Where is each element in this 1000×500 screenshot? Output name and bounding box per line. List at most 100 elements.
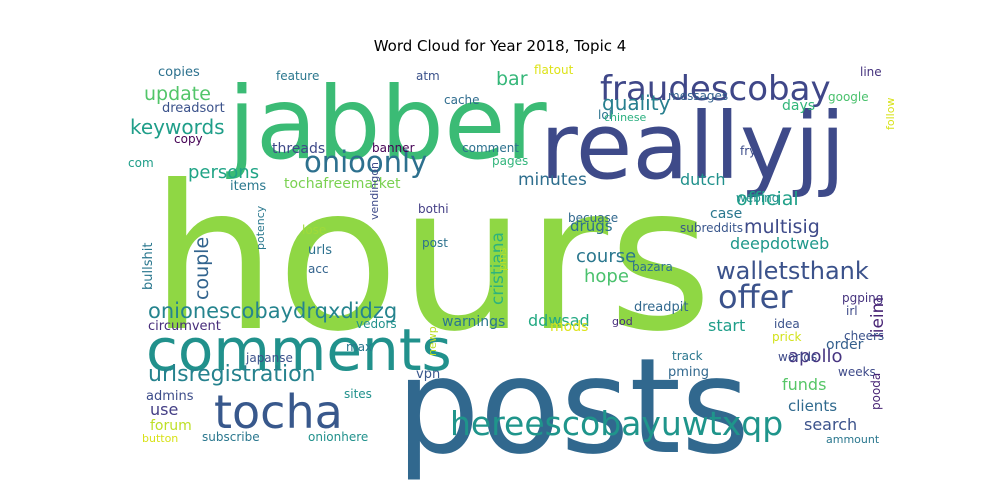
word-dreadsort: dreadsort — [162, 101, 225, 116]
word-lieim: lieim — [868, 297, 888, 338]
word-jabber: jabber — [226, 65, 548, 182]
word-funds: funds — [782, 375, 826, 394]
word-com: com — [128, 156, 154, 170]
word-cristiana: cristiana — [488, 232, 508, 305]
word-tocha: tocha — [214, 385, 343, 439]
word-onionescobaydrqxdidzg: onionescobaydrqxdidzg — [148, 299, 397, 323]
word-walletsthank: walletsthank — [716, 257, 869, 285]
word-admins: admins — [146, 389, 194, 404]
word-circumvent: circumvent — [148, 319, 221, 334]
word-hope: hope — [584, 266, 629, 287]
word-dutch: dutch — [680, 170, 726, 189]
word-atm: atm — [416, 69, 440, 83]
word-official: official — [736, 188, 799, 210]
word-multisig: multisig — [744, 216, 820, 238]
word-messages: messages — [668, 89, 728, 103]
word-pooda: pooda — [869, 373, 883, 410]
word-feature: feature — [276, 69, 319, 83]
word-vedors: vedors — [356, 317, 397, 331]
word-search: search — [804, 415, 857, 434]
word-follow: follow — [884, 98, 897, 130]
word-sites: sites — [344, 387, 372, 401]
word-god: god — [612, 315, 633, 328]
word-pages: pages — [492, 154, 528, 168]
word-urls: urls — [308, 243, 332, 258]
word-vpn: vpn — [416, 367, 440, 382]
word-google: google — [828, 90, 869, 104]
word-pms: pms — [496, 247, 509, 271]
word-apollo: apollo — [788, 346, 842, 367]
word-post: post — [422, 236, 448, 250]
word-ddwsad: ddwsad — [528, 311, 590, 330]
word-comments: comments — [146, 316, 452, 384]
word-course: course — [576, 246, 636, 267]
word-copy: copy — [174, 132, 203, 146]
word-keywords: keywords — [130, 115, 225, 139]
word-hours: hours — [150, 143, 712, 376]
word-tochafreemarket: tochafreemarket — [284, 176, 401, 192]
word-prick: prick — [772, 330, 801, 344]
word-posts: posts — [396, 330, 750, 484]
word-onioonly: onioonly — [304, 145, 427, 179]
word-worlds: worlds — [778, 350, 817, 364]
word-fry: fry — [740, 144, 756, 158]
word-irl: irl — [846, 304, 858, 318]
word-bothi: bothi — [418, 202, 449, 216]
word-couple: couple — [191, 237, 213, 300]
word-case: case — [710, 206, 742, 222]
word-offer: offer — [718, 278, 793, 316]
word-use: use — [150, 400, 178, 419]
word-minutes: minutes — [518, 170, 587, 190]
word-dreadpit: dreadpit — [634, 300, 689, 315]
word-chinese: chinese — [604, 111, 647, 124]
word-track: track — [672, 349, 703, 363]
word-potency: potency — [254, 205, 267, 250]
word-pgping: pgping — [842, 291, 883, 305]
word-urlsregistration: urlsregistration — [148, 362, 316, 387]
word-idea: idea — [774, 317, 800, 331]
word-order: order — [826, 337, 864, 353]
word-warnings: warnings — [442, 314, 505, 330]
word-button: button — [142, 432, 178, 445]
word-persons: persons — [188, 162, 259, 183]
word-reallyjj: reallyjj — [540, 93, 845, 200]
word-vendingon: vendingon — [368, 162, 381, 220]
word-clients: clients — [788, 397, 837, 415]
word-days: days — [782, 98, 815, 114]
word-bazara: bazara — [632, 260, 673, 274]
word-max: max — [346, 340, 372, 354]
chart-title: Word Cloud for Year 2018, Topic 4 — [373, 37, 627, 55]
word-forum: forum — [150, 418, 192, 434]
word-drugs: drugs — [570, 217, 613, 235]
word-bar: bar — [496, 68, 528, 90]
word-becuase: becuase — [568, 211, 618, 225]
word-newp: newp — [426, 326, 439, 356]
word-threads: threads — [272, 141, 325, 157]
word-hereescobayuwtxqp: hereescobayuwtxqp — [450, 404, 783, 443]
word-bullshit: bullshit — [141, 243, 156, 290]
word-items: items — [230, 179, 266, 194]
word-quality: quality — [602, 91, 671, 115]
word-line: line — [860, 65, 882, 79]
word-update: update — [144, 83, 211, 105]
word-lose: lose — [302, 223, 326, 237]
word-pming: pming — [668, 365, 709, 380]
word-banner: banner — [372, 141, 415, 155]
word-comment: comment — [462, 141, 519, 155]
word-mods: mods — [550, 319, 588, 335]
word-copies: copies — [158, 65, 200, 80]
word-cache: cache — [444, 93, 480, 107]
word-flatout: flatout — [534, 63, 574, 77]
word-japanse: japanse — [245, 351, 293, 365]
word-subscribe: subscribe — [202, 430, 260, 444]
word-lol: lol — [598, 108, 612, 122]
word-webing: webing — [736, 191, 779, 205]
word-onionhere: onionhere — [308, 430, 368, 444]
word-start: start — [708, 316, 745, 335]
word-subreddits: subreddits — [680, 221, 743, 235]
word-acc: acc — [308, 262, 329, 276]
word-weeks: weeks — [838, 365, 876, 379]
word-cheers: cheers — [844, 329, 884, 343]
